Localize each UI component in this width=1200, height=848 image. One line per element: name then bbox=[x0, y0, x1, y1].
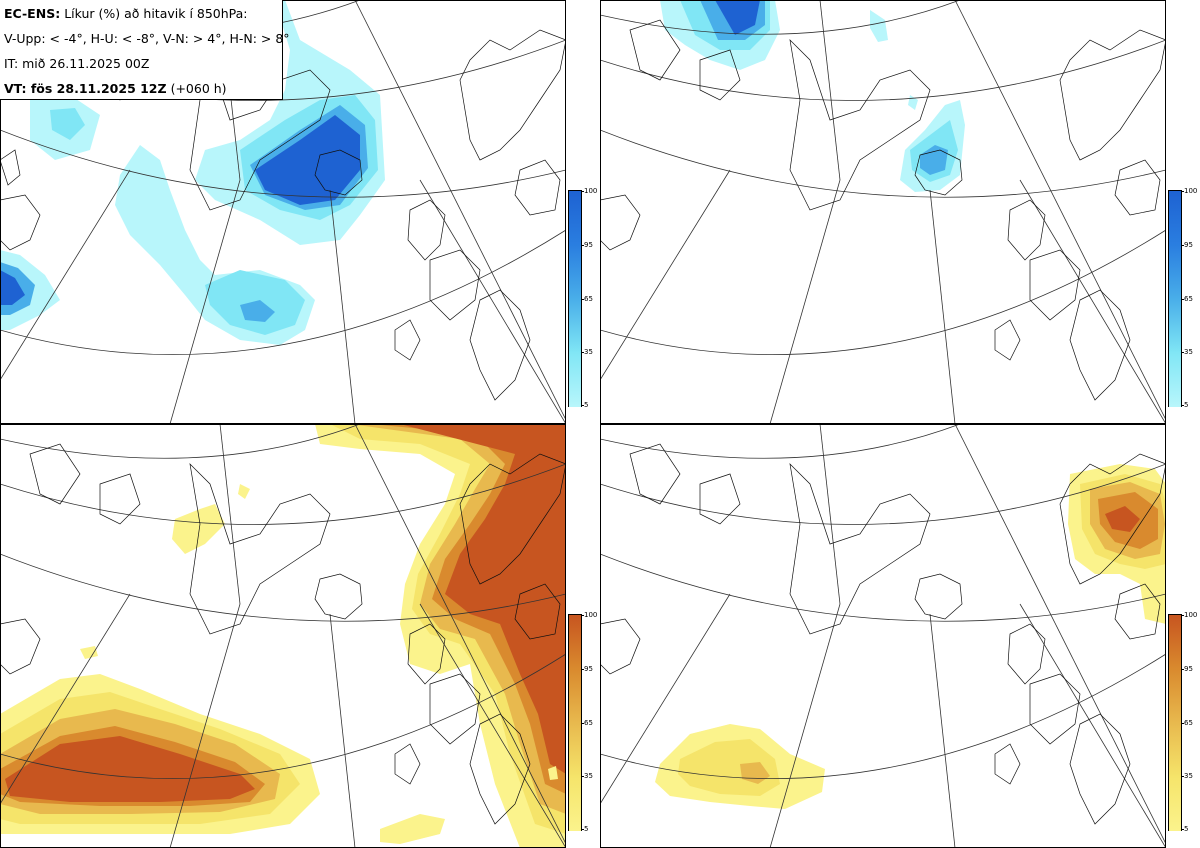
colorbar-tick-mark bbox=[1181, 298, 1184, 300]
colorbar-tick-label: 5 bbox=[584, 825, 589, 833]
colorbar-segment bbox=[569, 191, 581, 246]
colorbar-tick-label: 100 bbox=[584, 611, 598, 619]
probability-field-cold bbox=[0, 0, 385, 345]
colorbar-cold-top-right: 100 95 65 35 5 bbox=[1168, 188, 1197, 409]
graticule bbox=[600, 424, 1166, 848]
colorbar-tick-mark bbox=[581, 244, 584, 246]
colorbar-tick-mark bbox=[1181, 244, 1184, 246]
graticule bbox=[0, 424, 566, 848]
colorbar-warm-bottom-right: 100 95 65 35 5 bbox=[1168, 612, 1197, 833]
colorbar-tick-label: 95 bbox=[584, 664, 593, 673]
colorbar-tick-mark bbox=[1181, 829, 1184, 830]
lead-time: (+060 h) bbox=[170, 81, 227, 96]
colorbar-tick-label: 5 bbox=[1184, 401, 1189, 409]
model-name: EC-ENS: bbox=[4, 6, 61, 21]
colorbar-tick-mark bbox=[581, 615, 584, 616]
colorbar-tick-mark bbox=[581, 405, 584, 406]
header-info-box: EC-ENS: Líkur (%) að hitavik í 850hPa: V… bbox=[0, 0, 290, 100]
colorbar-segment bbox=[569, 615, 581, 670]
map-v-upp bbox=[0, 0, 566, 424]
colorbar-tick-mark bbox=[1181, 405, 1184, 406]
colorbar-tick-label: 35 bbox=[1184, 348, 1193, 357]
colorbar-tick-mark bbox=[581, 191, 584, 192]
init-time: IT: mið 26.11.2025 00Z bbox=[4, 56, 150, 71]
colorbar-tick-label: 35 bbox=[584, 772, 593, 781]
colorbar-tick-mark bbox=[1181, 668, 1184, 670]
map-h-u bbox=[600, 0, 1166, 424]
colorbar-warm-bottom-left: 100 95 65 35 5 bbox=[568, 612, 597, 833]
colorbar-tick-label: 100 bbox=[1184, 187, 1198, 195]
colorbar-tick-label: 65 bbox=[1184, 718, 1193, 727]
coastlines bbox=[600, 19, 1166, 401]
colorbar-segment bbox=[1169, 298, 1181, 353]
colorbar-segment bbox=[1169, 722, 1181, 777]
colorbar-segment bbox=[1169, 352, 1181, 407]
colorbar-tick-label: 100 bbox=[1184, 611, 1198, 619]
colorbar-tick-mark bbox=[581, 668, 584, 670]
map-v-n bbox=[0, 424, 566, 848]
coastlines bbox=[0, 443, 566, 825]
colorbar-segment bbox=[1169, 615, 1181, 670]
colorbar-tick-mark bbox=[581, 829, 584, 830]
colorbar-tick-label: 95 bbox=[584, 240, 593, 249]
colorbar-tick-label: 5 bbox=[1184, 825, 1189, 833]
colorbar-segment bbox=[569, 776, 581, 831]
map-h-n bbox=[600, 424, 1166, 848]
colorbar-segment bbox=[569, 298, 581, 353]
threshold-legend: V-Upp: < -4°, H-U: < -8°, V-N: > 4°, H-N… bbox=[4, 31, 290, 46]
probability-field-cold bbox=[660, 0, 965, 192]
colorbar-tick-label: 95 bbox=[1184, 664, 1193, 673]
colorbar-tick-label: 5 bbox=[584, 401, 589, 409]
colorbar-tick-label: 35 bbox=[1184, 772, 1193, 781]
colorbar-tick-label: 100 bbox=[584, 187, 598, 195]
map-panel-v-upp: EC-ENS: Líkur (%) að hitavik í 850hPa: V… bbox=[0, 0, 566, 424]
colorbar-tick-label: 65 bbox=[1184, 294, 1193, 303]
header-title: Líkur (%) að hitavik í 850hPa: bbox=[64, 6, 248, 21]
colorbar-tick-mark bbox=[1181, 615, 1184, 616]
colorbar-segment bbox=[569, 668, 581, 723]
graticule bbox=[600, 0, 1166, 424]
colorbar-tick-label: 35 bbox=[584, 348, 593, 357]
colorbar-tick-label: 65 bbox=[584, 294, 593, 303]
colorbar-tick-mark bbox=[581, 298, 584, 300]
colorbar-tick-mark bbox=[581, 776, 584, 778]
probability-field-warm bbox=[655, 464, 1166, 809]
colorbar-segment bbox=[1169, 668, 1181, 723]
colorbar-segment bbox=[569, 722, 581, 777]
map-panel-v-n bbox=[0, 424, 566, 848]
graticule bbox=[0, 0, 566, 424]
colorbar-tick-mark bbox=[1181, 722, 1184, 724]
colorbar-tick-label: 95 bbox=[1184, 240, 1193, 249]
colorbar-cold-top-left: 100 95 65 35 5 bbox=[568, 188, 597, 409]
colorbar-tick-mark bbox=[1181, 776, 1184, 778]
colorbar-tick-label: 65 bbox=[584, 718, 593, 727]
colorbar-tick-mark bbox=[1181, 191, 1184, 192]
colorbar-segment bbox=[569, 244, 581, 299]
colorbar-segment bbox=[1169, 244, 1181, 299]
colorbar-tick-mark bbox=[1181, 352, 1184, 354]
colorbar-segment bbox=[569, 352, 581, 407]
colorbar-tick-mark bbox=[581, 722, 584, 724]
colorbar-tick-mark bbox=[581, 352, 584, 354]
colorbar-segment bbox=[1169, 191, 1181, 246]
map-panel-h-u bbox=[600, 0, 1166, 424]
map-panel-h-n bbox=[600, 424, 1166, 848]
coastlines bbox=[600, 443, 1166, 825]
probability-field-warm bbox=[0, 424, 566, 848]
valid-time: VT: fös 28.11.2025 12Z bbox=[4, 81, 167, 96]
colorbar-segment bbox=[1169, 776, 1181, 831]
